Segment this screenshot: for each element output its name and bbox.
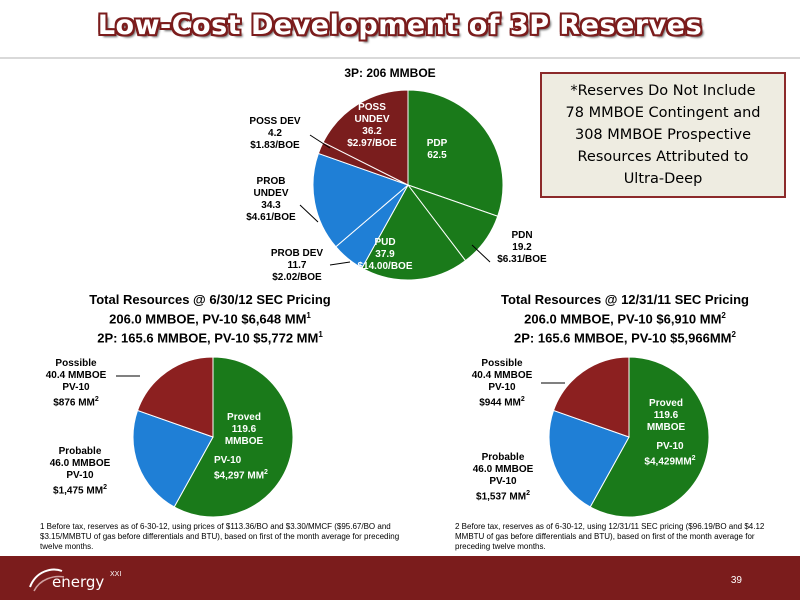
pie-1-label-prob-undev: PROB UNDEV 34.3 $4.61/BOE bbox=[246, 176, 296, 223]
pie-1-leader-prob-undev bbox=[299, 204, 319, 223]
pie-1-slice-pdp bbox=[407, 89, 504, 217]
pie-2-slice-possible bbox=[136, 356, 214, 438]
pie-3-label-pv10: PV-10 $4,429MM2 bbox=[644, 441, 696, 468]
footnote-2: 2 Before tax, reserves as of 6-30-12, us… bbox=[455, 522, 765, 551]
page-number: 39 bbox=[730, 575, 742, 586]
pie-1-label-pdp: PDP 62.5 bbox=[426, 138, 448, 161]
swoosh-icon bbox=[29, 568, 65, 592]
pie-1-leader-poss-dev bbox=[309, 134, 331, 149]
pie-1-slice-poss-undev bbox=[322, 89, 409, 186]
pie-3-label-possible: Possible 40.4 MMBOE PV-10 $944 MM2 bbox=[471, 358, 533, 409]
pie-2-title: Total Resources @ 6/30/12 SEC Pricing 20… bbox=[89, 292, 331, 346]
pie-1-title: 3P: 206 MMBOE bbox=[344, 66, 436, 80]
pie-1-label-prob-dev: PROB DEV 11.7 $2.02/BOE bbox=[270, 248, 324, 283]
pie-2-label-pv10: PV-10 $4,297 MM2 bbox=[214, 455, 268, 482]
pie-3-slice-proved bbox=[589, 356, 710, 518]
pie-1-label-pdn: PDN 19.2 $6.31/BOE bbox=[497, 230, 547, 265]
pie-3-title: Total Resources @ 12/31/11 SEC Pricing 2… bbox=[501, 292, 749, 346]
logo-superscript: XXI bbox=[110, 571, 122, 578]
pie-3-slice-possible bbox=[552, 356, 630, 438]
pie-3-label-proved: Proved 119.6 MMBOE bbox=[646, 398, 686, 433]
pie-1-label-pud: PUD 37.9 $14.00/BOE bbox=[357, 237, 413, 272]
pie-1-label-poss-undev: POSS UNDEV 36.2 $2.97/BOE bbox=[347, 102, 397, 149]
pie-2-label-possible: Possible 40.4 MMBOE PV-10 $876 MM2 bbox=[45, 358, 107, 409]
title-divider bbox=[0, 57, 800, 59]
slide-title: Low-Cost Development of 3P Reserves bbox=[97, 10, 703, 41]
pie-1-slice-pud bbox=[361, 184, 467, 281]
footer-bar: energy XXI 39 bbox=[0, 556, 800, 600]
pie-1-leader-prob-dev bbox=[329, 261, 351, 266]
reserves-note-box: *Reserves Do Not Include 78 MMBOE Conting… bbox=[540, 72, 786, 198]
pie-3-slice-probable bbox=[548, 409, 630, 508]
pie-2-label-proved: Proved 119.6 MMBOE bbox=[224, 412, 264, 447]
pie-1-leader-pdn bbox=[471, 244, 491, 263]
pie-2-slice-proved bbox=[173, 356, 294, 518]
pie-2-label-probable: Probable 46.0 MMBOE PV-10 $1,475 MM2 bbox=[49, 446, 111, 497]
footnote-1: 1 Before tax, reserves as of 6-30-12, us… bbox=[40, 522, 400, 551]
pie-1-label-poss-dev: POSS DEV 4.2 $1.83/BOE bbox=[249, 116, 301, 151]
pie-2-slice-probable bbox=[132, 409, 214, 508]
logo-text: energy bbox=[52, 573, 105, 591]
pie-3-label-probable: Probable 46.0 MMBOE PV-10 $1,537 MM2 bbox=[472, 452, 534, 503]
